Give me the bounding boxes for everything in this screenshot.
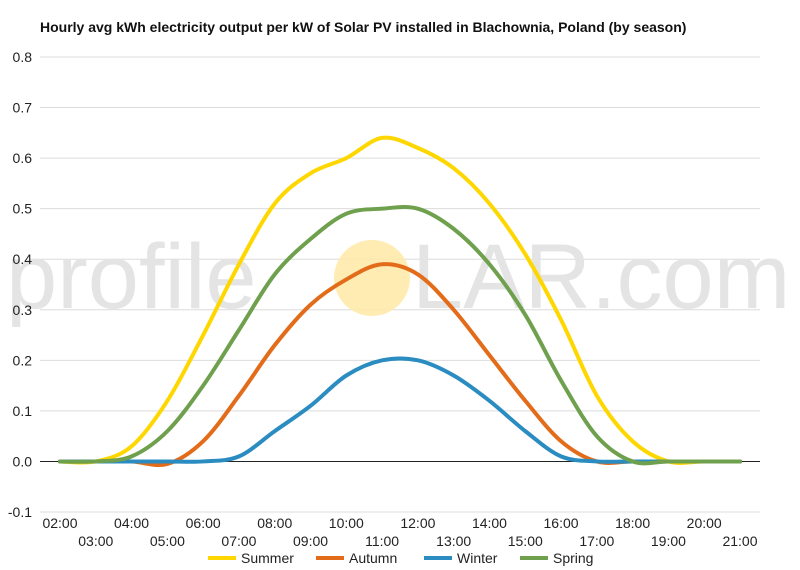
legend-label-spring: Spring — [553, 550, 593, 566]
x-tick-label: 08:00 — [257, 515, 292, 531]
x-tick-label: 15:00 — [508, 533, 543, 549]
x-tick-label: 02:00 — [42, 515, 77, 531]
x-tick-label: 11:00 — [365, 533, 399, 549]
y-tick-label: 0.7 — [13, 100, 33, 116]
watermark-text-right: LAR.com — [412, 226, 790, 328]
legend-label-winter: Winter — [457, 550, 498, 566]
x-tick-label: 21:00 — [722, 533, 757, 549]
series-line-summer — [58, 135, 742, 465]
y-tick-label: 0.3 — [13, 302, 33, 318]
x-tick-label: 19:00 — [651, 533, 686, 549]
watermark-sun-icon — [334, 240, 410, 316]
chart-title: Hourly avg kWh electricity output per kW… — [40, 19, 687, 35]
watermark-text-left: profile — [6, 226, 257, 328]
x-tick-label: 07:00 — [221, 533, 256, 549]
y-tick-label: 0.5 — [13, 201, 33, 217]
x-tick-label: 10:00 — [329, 515, 364, 531]
x-tick-label: 13:00 — [436, 533, 471, 549]
x-tick-label: 03:00 — [78, 533, 113, 549]
x-tick-label: 09:00 — [293, 533, 328, 549]
y-tick-label: 0.4 — [13, 251, 33, 267]
x-tick-label: 18:00 — [615, 515, 650, 531]
y-tick-label: 0.2 — [13, 352, 33, 368]
x-tick-label: 16:00 — [544, 515, 579, 531]
y-tick-label: 0.1 — [13, 403, 33, 419]
x-tick-label: 05:00 — [150, 533, 185, 549]
series-line-spring — [58, 204, 742, 466]
x-tick-label: 14:00 — [472, 515, 507, 531]
y-tick-label: -0.1 — [8, 504, 32, 520]
x-tick-label: 17:00 — [579, 533, 614, 549]
legend-label-summer: Summer — [241, 550, 294, 566]
x-tick-label: 06:00 — [186, 515, 221, 531]
x-tick-label: 04:00 — [114, 515, 149, 531]
y-tick-label: 0.0 — [13, 453, 33, 469]
legend-label-autumn: Autumn — [349, 550, 397, 566]
y-tick-label: 0.6 — [13, 150, 33, 166]
y-tick-label: 0.8 — [13, 49, 33, 65]
x-tick-label: 12:00 — [400, 515, 435, 531]
x-tick-label: 20:00 — [687, 515, 722, 531]
